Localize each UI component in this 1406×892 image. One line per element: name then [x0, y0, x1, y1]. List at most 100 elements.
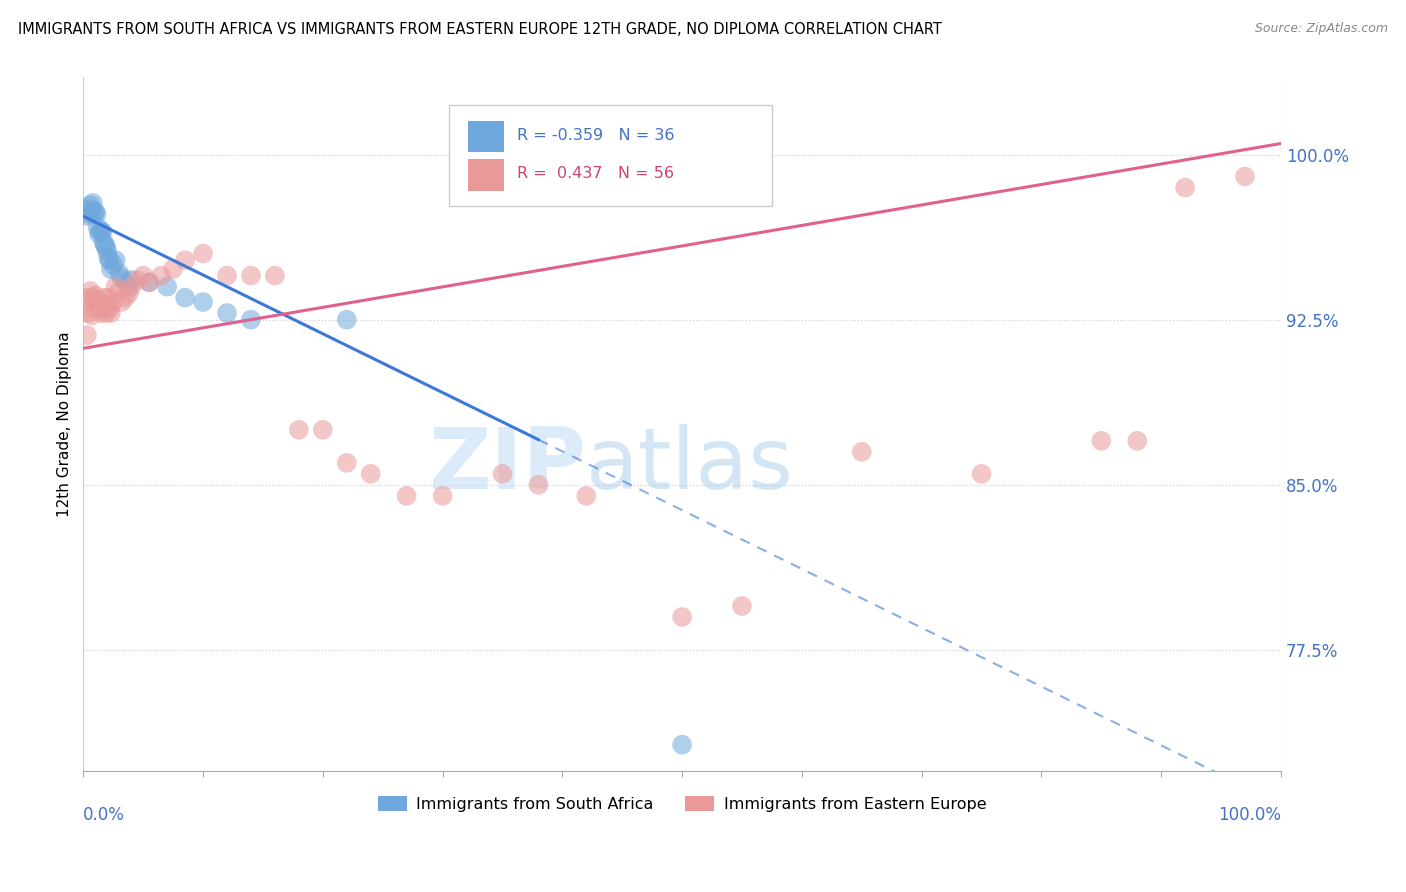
Point [104, 253, 127, 268]
Point [96, 244, 118, 259]
Point [91, 301, 114, 316]
Point [239, 268, 262, 283]
Point [90, 306, 112, 320]
Point [114, 275, 136, 289]
Point [1234, 169, 1257, 184]
Point [98, 301, 121, 316]
Point [264, 268, 287, 283]
Point [970, 467, 993, 481]
Point [114, 291, 136, 305]
Point [77, 306, 100, 320]
Point [86, 297, 108, 311]
Point [77, 301, 100, 316]
Point [94, 306, 117, 320]
Point [79, 198, 101, 212]
FancyBboxPatch shape [468, 160, 503, 191]
Point [138, 275, 160, 289]
Point [118, 286, 141, 301]
Point [98, 253, 121, 268]
Point [77, 207, 100, 221]
Point [491, 467, 513, 481]
Point [90, 225, 112, 239]
Text: 0.0%: 0.0% [83, 805, 125, 824]
Point [91, 225, 114, 239]
Point [731, 599, 754, 613]
Point [82, 196, 104, 211]
Text: R = -0.359   N = 36: R = -0.359 N = 36 [517, 128, 675, 144]
Point [93, 297, 115, 311]
Point [120, 273, 142, 287]
FancyBboxPatch shape [449, 105, 772, 206]
Point [79, 284, 101, 298]
Point [80, 308, 103, 322]
Y-axis label: 12th Grade, No Diploma: 12th Grade, No Diploma [58, 332, 72, 517]
Point [94, 240, 117, 254]
Point [84, 204, 107, 219]
Point [83, 207, 105, 221]
Point [89, 295, 111, 310]
Point [360, 467, 382, 481]
Point [150, 268, 173, 283]
Point [162, 262, 184, 277]
Point [575, 489, 598, 503]
Point [75, 291, 97, 305]
Point [851, 445, 873, 459]
Point [77, 209, 100, 223]
Point [174, 253, 197, 268]
Point [288, 423, 311, 437]
Legend: Immigrants from South Africa, Immigrants from Eastern Europe: Immigrants from South Africa, Immigrants… [371, 789, 993, 819]
Point [97, 251, 120, 265]
Point [215, 306, 238, 320]
Text: ZIP: ZIP [429, 425, 586, 508]
Text: 100.0%: 100.0% [1218, 805, 1281, 824]
Point [191, 246, 214, 260]
Point [118, 279, 141, 293]
Point [103, 258, 125, 272]
Point [336, 456, 359, 470]
Point [336, 312, 359, 326]
Point [132, 268, 155, 283]
Point [1174, 180, 1197, 194]
Text: Source: ZipAtlas.com: Source: ZipAtlas.com [1254, 22, 1388, 36]
Point [89, 225, 111, 239]
Point [75, 202, 97, 217]
Point [156, 279, 179, 293]
Text: R =  0.437   N = 56: R = 0.437 N = 56 [517, 167, 673, 181]
Point [432, 489, 454, 503]
Point [104, 279, 127, 293]
Point [671, 738, 693, 752]
Point [1090, 434, 1112, 448]
Point [96, 300, 118, 314]
Point [76, 328, 98, 343]
Point [215, 268, 238, 283]
Point [103, 295, 125, 310]
Point [174, 291, 197, 305]
Point [395, 489, 418, 503]
Point [83, 295, 105, 310]
Point [127, 273, 149, 287]
Point [191, 295, 214, 310]
Text: atlas: atlas [586, 425, 794, 508]
Point [110, 295, 132, 310]
Point [110, 270, 132, 285]
Point [138, 275, 160, 289]
Point [108, 284, 131, 298]
Point [100, 262, 122, 277]
Point [239, 312, 262, 326]
Point [82, 291, 104, 305]
Point [80, 202, 103, 217]
Point [1126, 434, 1149, 448]
Point [94, 291, 117, 305]
Point [108, 267, 131, 281]
Point [97, 291, 120, 305]
Point [87, 300, 110, 314]
Point [120, 279, 142, 293]
FancyBboxPatch shape [468, 121, 503, 153]
Text: IMMIGRANTS FROM SOUTH AFRICA VS IMMIGRANTS FROM EASTERN EUROPE 12TH GRADE, NO DI: IMMIGRANTS FROM SOUTH AFRICA VS IMMIGRAN… [18, 22, 942, 37]
Point [527, 478, 550, 492]
Point [86, 293, 108, 307]
Point [671, 610, 693, 624]
Point [312, 423, 335, 437]
Point [100, 306, 122, 320]
Point [86, 207, 108, 221]
